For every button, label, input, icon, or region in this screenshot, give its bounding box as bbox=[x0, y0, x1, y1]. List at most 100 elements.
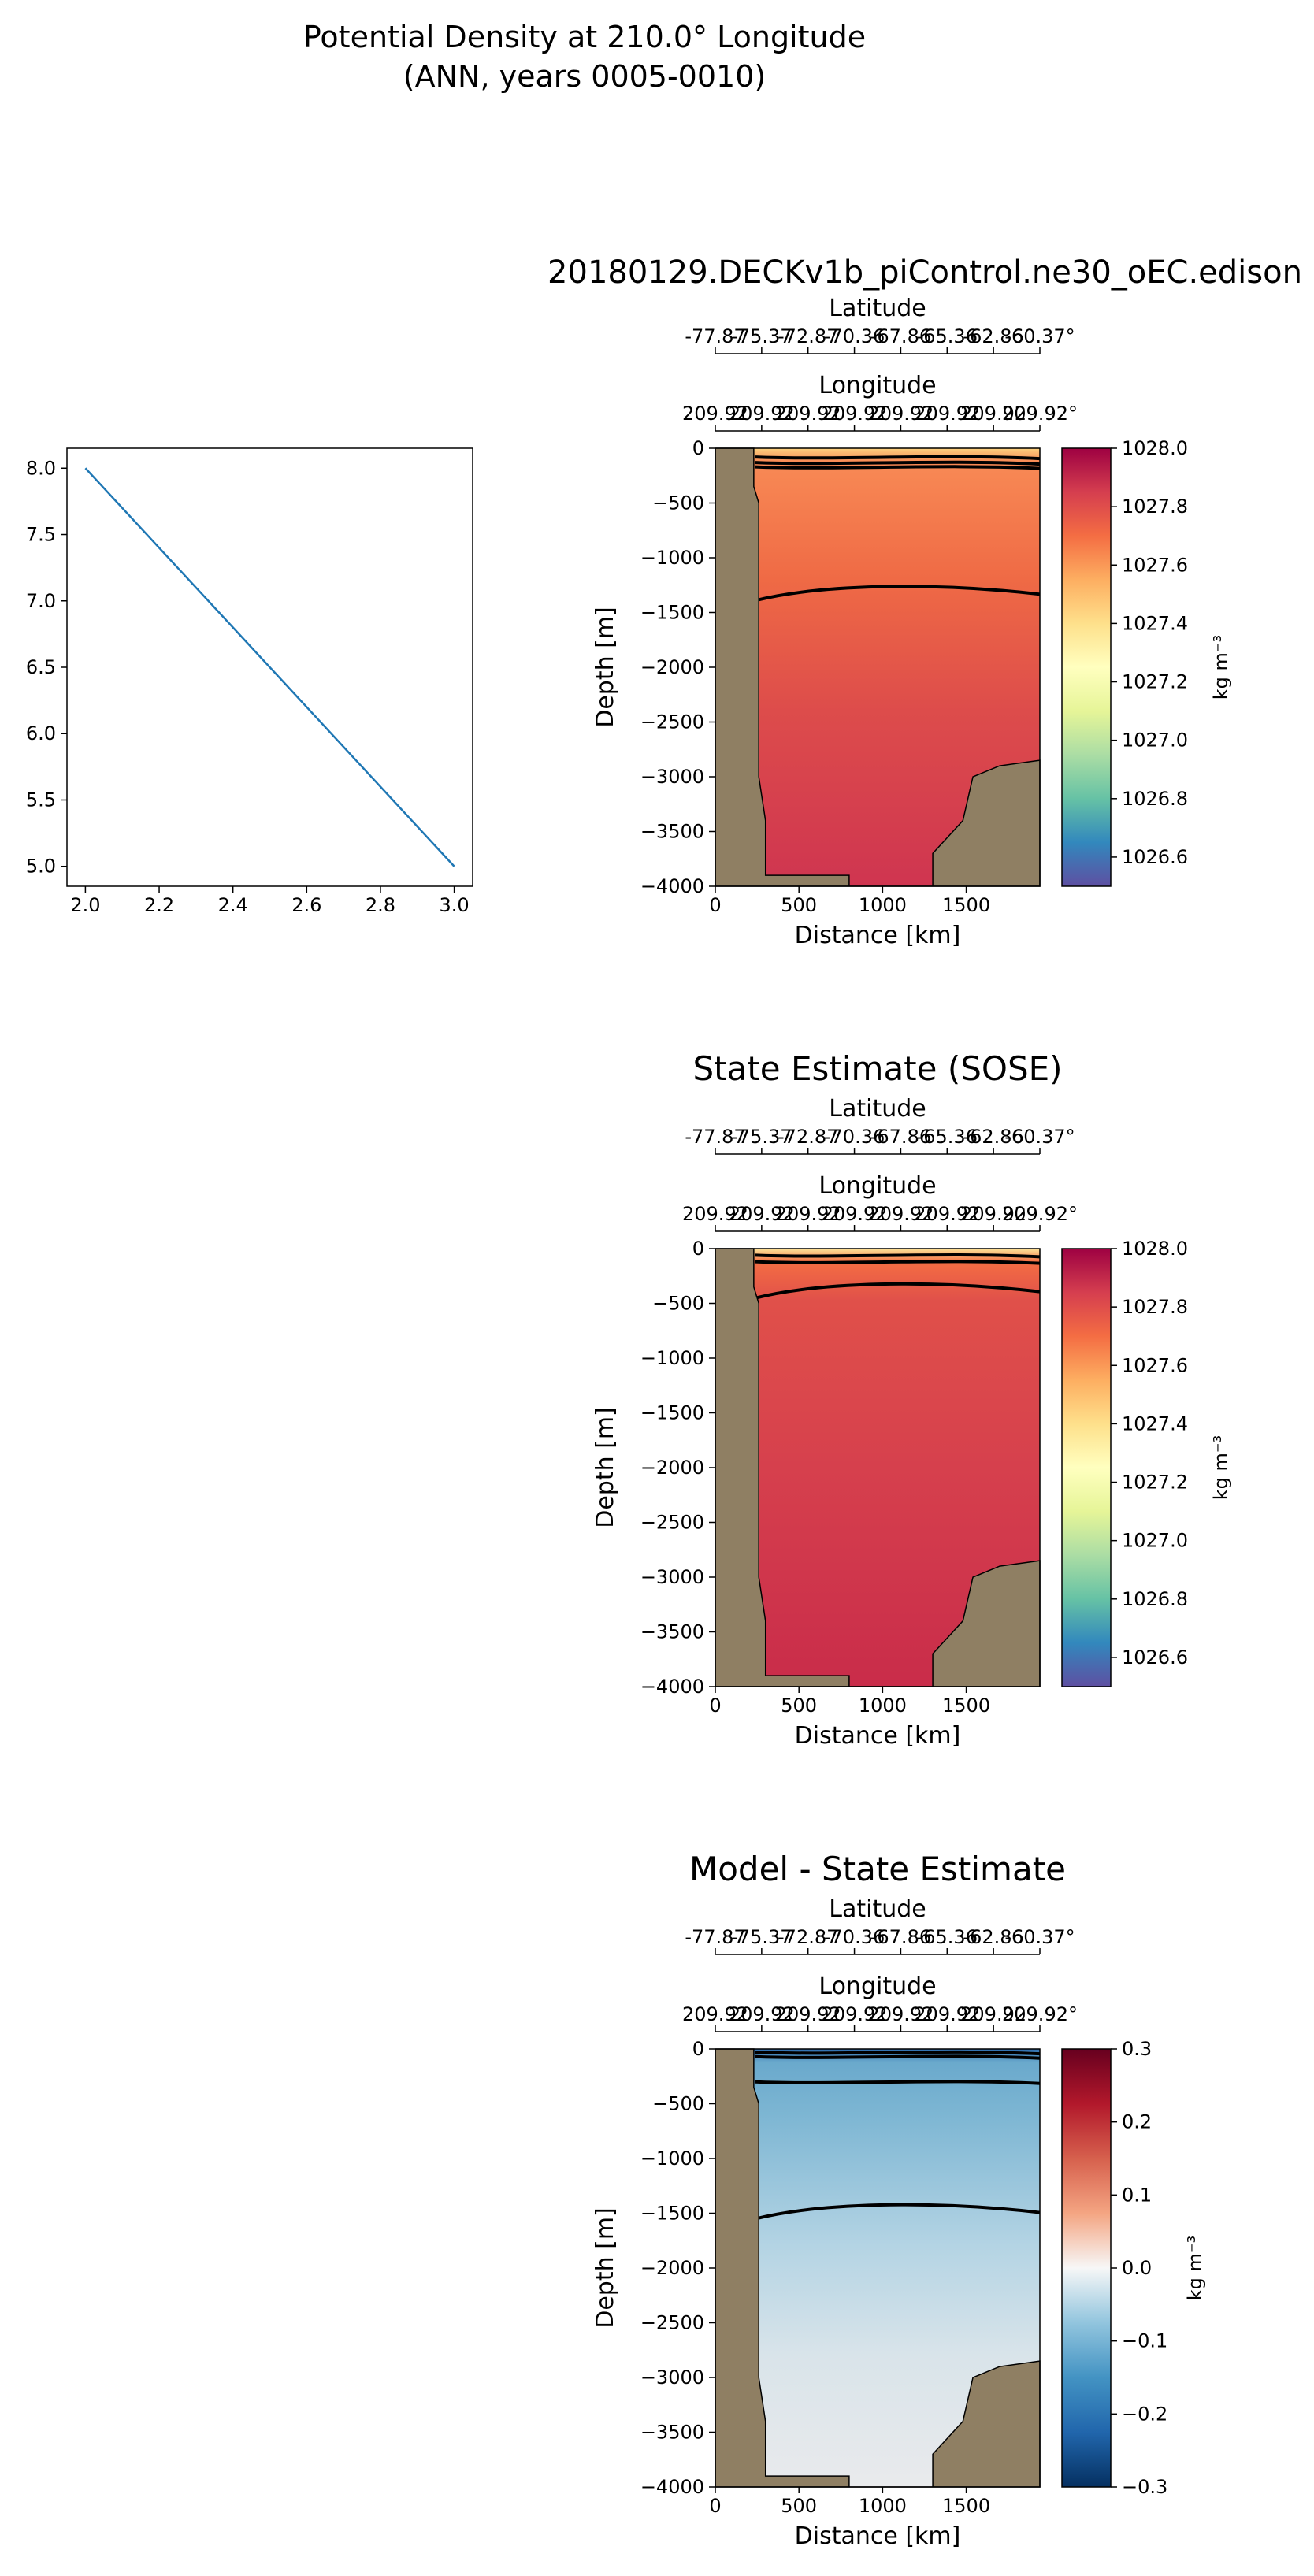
obs-y-tick-label: −1500 bbox=[640, 1402, 704, 1424]
diff-latitude-tick-label: -65.36 bbox=[917, 1926, 978, 1948]
line-y-tick-label: 8.0 bbox=[26, 457, 56, 479]
obs-longitude-tick-label: 209.92 bbox=[822, 1203, 888, 1225]
line-x-tick-label: 2.2 bbox=[144, 894, 174, 916]
diff-y-axis-label: Depth [m] bbox=[592, 2207, 619, 2329]
obs-colorbar-tick-label: 1027.4 bbox=[1122, 1412, 1188, 1435]
obs-y-tick-label: −4000 bbox=[640, 1676, 704, 1698]
model-longitude-tick-label: 209.92 bbox=[914, 403, 980, 425]
model-latitude-tick-label: -70.36 bbox=[824, 325, 885, 347]
obs-colorbar-label: kg m⁻³ bbox=[1210, 1435, 1232, 1500]
obs-y-tick-label: −3000 bbox=[640, 1566, 704, 1588]
obs-contour bbox=[755, 1253, 1041, 1259]
diff-y-tick-label: −1000 bbox=[640, 2147, 704, 2170]
diff-x-tick-label: 1000 bbox=[859, 2495, 907, 2517]
obs-y-tick-label: −2500 bbox=[640, 1512, 704, 1534]
model-colorbar bbox=[1061, 447, 1112, 887]
diff-colorbar-tick-label: −0.2 bbox=[1122, 2403, 1167, 2425]
figure-title-line1: Potential Density at 210.0° Longitude bbox=[303, 20, 866, 54]
obs-title: State Estimate (SOSE) bbox=[692, 1049, 1062, 1088]
obs-colorbar-tick-label: 1027.2 bbox=[1122, 1472, 1188, 1494]
obs-x-tick-label: 1500 bbox=[942, 1694, 990, 1717]
model-longitude-label: Longitude bbox=[818, 372, 936, 399]
diff-y-tick-label: −500 bbox=[652, 2093, 704, 2115]
model-x-tick-label: 1500 bbox=[942, 894, 990, 916]
obs-latitude-label: Latitude bbox=[829, 1095, 926, 1123]
line-y-tick-label: 7.5 bbox=[26, 524, 56, 546]
line-chart-y-ticks: 5.0 5.5 6.0 6.5 7.0 7.5 8.0 bbox=[26, 457, 67, 878]
line-x-tick-label: 2.4 bbox=[218, 894, 248, 916]
model-latitude-label: Latitude bbox=[829, 295, 926, 322]
obs-y-tick-label: −500 bbox=[652, 1293, 704, 1315]
diff-colorbar-tick-label: 0.0 bbox=[1122, 2257, 1152, 2279]
figure-title-line2: (ANN, years 0005-0010) bbox=[403, 59, 766, 94]
model-panel: 20180129.DECKv1b_piControl.ne30_oEC.edis… bbox=[548, 254, 1302, 949]
model-contour bbox=[755, 585, 1041, 603]
diff-longitude-tick-label: 209.92 bbox=[914, 2003, 980, 2025]
model-latitude-tick-label: -60.37° bbox=[1004, 325, 1075, 347]
diff-y-tick-label: −2000 bbox=[640, 2257, 704, 2279]
model-colorbar-tick-label: 1027.2 bbox=[1122, 671, 1188, 693]
model-colorbar-tick-label: 1027.8 bbox=[1122, 496, 1188, 518]
obs-colorbar-tick-label: 1027.8 bbox=[1122, 1296, 1188, 1318]
diff-longitude-tick-label: 209.92 bbox=[775, 2003, 841, 2025]
model-latitude-tick-label: -62.86 bbox=[963, 325, 1023, 347]
model-colorbar-tick-label: 1027.6 bbox=[1122, 554, 1188, 576]
model-y-tick-label: −1000 bbox=[640, 547, 704, 569]
diff-longitude-tick-label: 209.92 bbox=[867, 2003, 934, 2025]
obs-latitude-tick-label: -72.87 bbox=[778, 1126, 838, 1148]
model-longitude-tick-label: 209.92 bbox=[867, 403, 934, 425]
diff-longitude-tick-label: 209.92 bbox=[960, 2003, 1026, 2025]
obs-longitude-tick-label: 209.92 bbox=[960, 1203, 1026, 1225]
diff-colorbar-label: kg m⁻³ bbox=[1184, 2236, 1206, 2300]
line-series bbox=[84, 467, 455, 867]
diff-y-tick-label: −3500 bbox=[640, 2422, 704, 2444]
diff-x-tick-label: 0 bbox=[709, 2495, 721, 2517]
obs-longitude-label: Longitude bbox=[818, 1172, 936, 1200]
diff-contour bbox=[755, 2080, 1041, 2085]
obs-longitude-tick-label: 209.92 bbox=[729, 1203, 795, 1225]
obs-longitude-tick-label: 209.92 bbox=[775, 1203, 841, 1225]
line-y-tick-label: 6.5 bbox=[26, 656, 56, 678]
diff-latitude-tick-label: -70.36 bbox=[824, 1926, 885, 1948]
obs-latitude-tick-label: -60.37° bbox=[1004, 1126, 1075, 1148]
diff-y-tick-label: −2500 bbox=[640, 2312, 704, 2334]
diff-latitude-tick-label: -75.37 bbox=[731, 1926, 792, 1948]
obs-contour bbox=[755, 1282, 1041, 1300]
diff-longitude-label: Longitude bbox=[818, 1973, 936, 2000]
line-x-tick-label: 2.8 bbox=[366, 894, 395, 916]
obs-y-axis-label: Depth [m] bbox=[592, 1407, 619, 1528]
diff-latitude-tick-label: -62.86 bbox=[963, 1926, 1023, 1948]
model-longitude-tick-label: 209.92 bbox=[775, 403, 841, 425]
model-y-tick-label: −3500 bbox=[640, 821, 704, 843]
diff-y-tick-label: −4000 bbox=[640, 2476, 704, 2498]
obs-longitude-tick-label: 209.92 bbox=[867, 1203, 934, 1225]
diff-latitude-label: Latitude bbox=[829, 1895, 926, 1923]
model-y-tick-label: −2500 bbox=[640, 711, 704, 733]
model-colorbar-label: kg m⁻³ bbox=[1210, 635, 1232, 700]
diff-contour bbox=[755, 2054, 1041, 2060]
diff-latitude-tick-label: -60.37° bbox=[1004, 1926, 1075, 1948]
model-latitude-tick-label: -72.87 bbox=[778, 325, 838, 347]
obs-x-tick-label: 0 bbox=[709, 1694, 721, 1717]
obs-latitude-tick-label: -65.36 bbox=[917, 1126, 978, 1148]
obs-longitude-tick-label: 209.92° bbox=[1002, 1203, 1078, 1225]
model-contour bbox=[755, 460, 1041, 466]
line-x-tick-label: 2.6 bbox=[291, 894, 321, 916]
obs-x-tick-label: 500 bbox=[781, 1694, 817, 1717]
diff-y-tick-label: −1500 bbox=[640, 2203, 704, 2225]
model-longitude-tick-label: 209.92 bbox=[729, 403, 795, 425]
model-contour bbox=[755, 465, 1041, 470]
diff-colorbar-tick-label: 0.3 bbox=[1122, 2038, 1152, 2060]
model-y-tick-label: −3000 bbox=[640, 766, 704, 788]
model-longitude-tick-label: 209.92° bbox=[1002, 403, 1078, 425]
line-chart: 2.0 2.2 2.4 2.6 2.8 3.0 5.0 5.5 6.0 6.5 7.0 7.5 8.0 bbox=[26, 447, 473, 916]
diff-x-tick-label: 500 bbox=[781, 2495, 817, 2517]
obs-x-axis-label: Distance [km] bbox=[795, 1722, 961, 1750]
obs-colorbar-tick-label: 1027.6 bbox=[1122, 1354, 1188, 1376]
model-longitude-tick-label: 209.92 bbox=[822, 403, 888, 425]
obs-latitude-tick-label: -70.36 bbox=[824, 1126, 885, 1148]
model-y-axis-label: Depth [m] bbox=[592, 607, 619, 728]
diff-longitude-tick-label: 209.92 bbox=[729, 2003, 795, 2025]
diff-longitude-tick-label: 209.92° bbox=[1002, 2003, 1078, 2025]
